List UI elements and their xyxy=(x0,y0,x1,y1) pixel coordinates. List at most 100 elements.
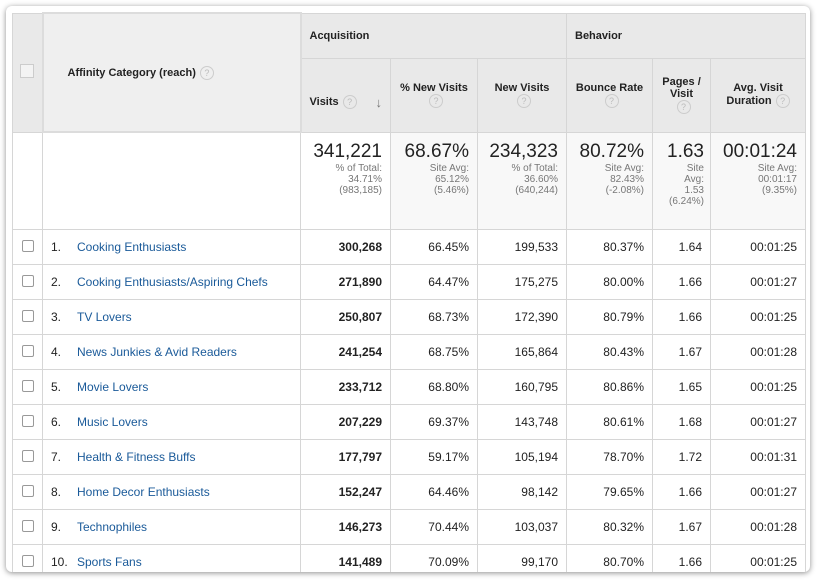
row-index: 6. xyxy=(51,415,62,429)
row-checkbox[interactable] xyxy=(21,554,34,567)
select-all-checkbox[interactable] xyxy=(20,64,35,78)
help-icon[interactable]: ? xyxy=(517,94,531,108)
duration-cell: 00:01:25 xyxy=(710,544,806,572)
duration-cell: 00:01:31 xyxy=(710,439,806,475)
pages-cell: 1.64 xyxy=(652,229,711,265)
total-note: 34.71% xyxy=(348,173,382,185)
table-row: 3. TV Lovers 250,807 68.73% 172,390 80.79… xyxy=(12,299,806,335)
category-link[interactable]: News Junkies & Avid Readers xyxy=(77,345,237,359)
category-header-label: Affinity Category (reach) xyxy=(67,66,196,79)
pct-new-visits-header[interactable]: % New Visits? xyxy=(390,57,478,133)
visits-header[interactable]: Visits? ↓ xyxy=(300,57,391,133)
category-link[interactable]: Health & Fitness Buffs xyxy=(77,450,196,464)
category-cell: 9. Technophiles xyxy=(42,509,301,545)
new-visits-header[interactable]: New Visits? xyxy=(477,57,567,133)
visits-cell: 300,268 xyxy=(300,229,391,265)
pages-cell: 1.67 xyxy=(652,509,711,545)
category-link[interactable]: TV Lovers xyxy=(77,310,132,324)
pages-cell: 1.66 xyxy=(652,474,711,510)
pages-visit-header[interactable]: Pages / Visit? xyxy=(652,57,711,133)
category-link[interactable]: Cooking Enthusiasts xyxy=(77,240,187,254)
category-cell: 4. News Junkies & Avid Readers xyxy=(42,334,301,370)
category-cell: 5. Movie Lovers xyxy=(42,369,301,405)
category-cell: 6. Music Lovers xyxy=(42,404,301,440)
pct-new-cell: 70.09% xyxy=(390,544,478,572)
row-index: 1. xyxy=(51,240,62,254)
visits-cell: 152,247 xyxy=(300,474,391,510)
duration-header[interactable]: Avg. Visit Duration? xyxy=(710,57,806,133)
pct-new-label: % New Visits xyxy=(400,82,468,94)
row-checkbox-cell[interactable] xyxy=(12,474,43,510)
row-checkbox-cell[interactable] xyxy=(12,334,43,370)
help-icon[interactable]: ? xyxy=(199,65,214,80)
row-checkbox[interactable] xyxy=(21,239,34,252)
total-note: (9.35%) xyxy=(761,184,797,196)
help-icon[interactable]: ? xyxy=(429,94,443,108)
row-checkbox[interactable] xyxy=(21,274,34,287)
category-link[interactable]: Technophiles xyxy=(77,520,148,534)
acquisition-group-header: Acquisition xyxy=(300,12,567,59)
row-checkbox[interactable] xyxy=(21,519,34,532)
category-cell: 3. TV Lovers xyxy=(42,299,301,335)
total-duration: 00:01:24 Site Avg: 00:01:17 (9.35%) xyxy=(710,131,806,230)
row-checkbox-cell[interactable] xyxy=(12,369,43,405)
total-value: 1.63 xyxy=(667,140,704,162)
pages-cell: 1.66 xyxy=(652,264,711,300)
row-checkbox[interactable] xyxy=(21,484,34,497)
category-link[interactable]: Cooking Enthusiasts/Aspiring Chefs xyxy=(77,275,268,289)
new-visits-label: New Visits xyxy=(494,82,550,94)
pages-cell: 1.72 xyxy=(652,439,711,475)
bounce-cell: 80.00% xyxy=(566,264,653,300)
total-pages: 1.63 Site Avg: 1.53 (6.24%) xyxy=(652,131,711,230)
total-note: (640,244) xyxy=(515,184,558,196)
total-note: % of Total: xyxy=(511,162,558,174)
new-visits-cell: 165,864 xyxy=(477,334,567,370)
category-link[interactable]: Music Lovers xyxy=(77,415,148,429)
help-icon[interactable]: ? xyxy=(342,94,357,109)
row-checkbox[interactable] xyxy=(21,344,34,357)
category-cell: 10. Sports Fans xyxy=(42,544,301,572)
row-checkbox-cell[interactable] xyxy=(12,509,43,545)
total-note: 1.53 xyxy=(684,184,704,196)
select-all-cell[interactable] xyxy=(12,12,43,133)
category-header: Affinity Category (reach)? xyxy=(41,12,302,133)
category-link[interactable]: Movie Lovers xyxy=(77,380,149,394)
total-note: Site xyxy=(686,162,704,174)
row-index: 3. xyxy=(51,310,62,324)
total-note: Site Avg: xyxy=(757,162,797,174)
row-index: 9. xyxy=(51,520,62,534)
row-index: 4. xyxy=(51,345,62,359)
total-note: (6.24%) xyxy=(668,195,704,207)
category-link[interactable]: Sports Fans xyxy=(77,555,142,569)
row-checkbox-cell[interactable] xyxy=(12,299,43,335)
table-row: 10. Sports Fans 141,489 70.09% 99,170 80.… xyxy=(12,544,806,572)
new-visits-cell: 160,795 xyxy=(477,369,567,405)
row-checkbox[interactable] xyxy=(21,309,34,322)
total-value: 00:01:24 xyxy=(723,140,797,162)
row-checkbox-cell[interactable] xyxy=(12,404,43,440)
pct-new-cell: 68.75% xyxy=(390,334,478,370)
visits-cell: 146,273 xyxy=(300,509,391,545)
duration-cell: 00:01:27 xyxy=(710,264,806,300)
help-icon[interactable]: ? xyxy=(604,94,619,108)
table-row: 9. Technophiles 146,273 70.44% 103,037 80… xyxy=(12,509,806,545)
sort-down-icon[interactable]: ↓ xyxy=(375,94,383,110)
pages-cell: 1.65 xyxy=(652,369,711,405)
pages-label: Pages / Visit xyxy=(662,76,701,100)
pages-cell: 1.68 xyxy=(652,404,711,440)
row-checkbox[interactable] xyxy=(21,449,34,462)
row-checkbox[interactable] xyxy=(21,379,34,392)
row-checkbox-cell[interactable] xyxy=(12,439,43,475)
row-index: 5. xyxy=(51,380,62,394)
bounce-rate-header[interactable]: Bounce Rate? xyxy=(566,57,653,133)
category-link[interactable]: Home Decor Enthusiasts xyxy=(77,485,210,499)
report-card: Affinity Category (reach)? Acquisition B… xyxy=(6,6,810,572)
total-note: 65.12% xyxy=(435,173,469,185)
row-checkbox-cell[interactable] xyxy=(12,544,43,572)
total-note: (983,185) xyxy=(339,184,382,196)
help-icon[interactable]: ? xyxy=(775,94,790,108)
help-icon[interactable]: ? xyxy=(676,100,691,114)
row-checkbox[interactable] xyxy=(21,414,34,427)
row-checkbox-cell[interactable] xyxy=(12,229,43,265)
row-checkbox-cell[interactable] xyxy=(12,264,43,300)
